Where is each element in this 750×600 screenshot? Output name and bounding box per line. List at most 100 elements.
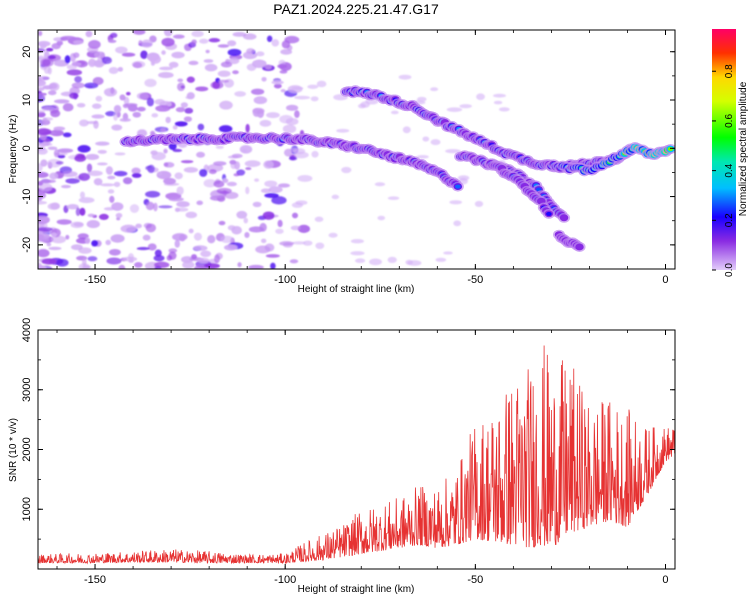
- noise-blob: [78, 197, 95, 204]
- noise-blob: [107, 39, 117, 44]
- noise-blob: [244, 160, 261, 168]
- spectrogram-x-ticks: -150 -100 -50 0: [56, 30, 669, 286]
- noise-blob: [233, 173, 240, 177]
- signal-trace: [545, 141, 675, 177]
- noise-blob: [416, 154, 429, 159]
- noise-blob: [172, 125, 178, 130]
- noise-blob: [262, 211, 275, 220]
- noise-blob: [49, 172, 59, 180]
- noise-blob: [158, 205, 173, 209]
- noise-blob: [223, 244, 238, 251]
- noise-blob: [307, 84, 319, 89]
- noise-blob: [38, 75, 50, 81]
- noise-blob: [38, 215, 50, 225]
- noise-blob: [82, 257, 87, 266]
- noise-blob: [88, 40, 101, 49]
- noise-blob: [246, 48, 255, 55]
- noise-blob: [174, 121, 188, 127]
- noise-blob: [183, 116, 192, 122]
- noise-blob: [40, 58, 54, 68]
- noise-blob: [191, 254, 197, 260]
- noise-blob: [172, 148, 183, 153]
- noise-blob: [188, 60, 199, 66]
- noise-blob: [279, 241, 295, 246]
- noise-blob: [153, 254, 165, 262]
- noise-blob: [196, 200, 204, 206]
- noise-blob: [48, 246, 62, 251]
- noise-blob: [271, 80, 284, 85]
- y-tick-label: 10: [21, 94, 33, 106]
- noise-blob: [297, 224, 311, 233]
- noise-blob: [446, 107, 463, 112]
- noise-blob: [115, 46, 128, 54]
- noise-blob: [128, 253, 134, 261]
- noise-blob: [445, 149, 461, 154]
- noise-blob: [208, 38, 221, 43]
- colorbar-tick-label: 0.0: [724, 263, 735, 277]
- noise-blob: [38, 111, 46, 118]
- noise-blob: [66, 204, 79, 210]
- noise-blob: [219, 100, 233, 110]
- noise-blob: [144, 78, 157, 88]
- noise-blob: [163, 161, 175, 168]
- noise-blob: [61, 184, 71, 189]
- noise-blob: [242, 33, 257, 40]
- colorbar-tick-label: 0.8: [724, 64, 735, 78]
- noise-blob: [176, 82, 186, 92]
- noise-blob: [86, 163, 93, 172]
- noise-blob: [76, 103, 86, 108]
- noise-blob: [244, 232, 250, 238]
- noise-blob: [125, 91, 131, 96]
- noise-blob: [181, 256, 194, 264]
- colorbar-gradient: [712, 29, 736, 270]
- noise-blob: [38, 87, 45, 91]
- noise-blob: [336, 128, 350, 133]
- noise-blob: [40, 159, 48, 167]
- noise-blob: [204, 63, 218, 72]
- trace-core: [667, 147, 674, 152]
- noise-blob: [136, 92, 149, 100]
- noise-blob: [38, 227, 53, 232]
- noise-blob: [186, 92, 195, 100]
- noise-blob: [416, 96, 427, 102]
- y-tick-label: 0: [21, 145, 33, 151]
- noise-blob: [79, 207, 86, 216]
- spectrogram-y-axis-label: Frequency (Hz): [8, 115, 19, 184]
- x-tick-label: -50: [467, 274, 483, 286]
- noise-blob: [180, 160, 194, 164]
- noise-blob: [174, 239, 181, 248]
- noise-blob: [215, 145, 224, 149]
- noise-blob: [280, 88, 286, 93]
- noise-blob: [252, 107, 265, 115]
- noise-blob: [74, 76, 83, 83]
- noise-blob: [174, 172, 183, 180]
- noise-blob: [266, 35, 273, 43]
- noise-blob: [195, 86, 209, 92]
- chart-title: PAZ1.2024.225.21.47.G17: [273, 1, 439, 17]
- noise-blob: [243, 217, 249, 224]
- noise-blob: [74, 154, 87, 162]
- noise-blob: [191, 39, 197, 45]
- noise-blob: [161, 37, 175, 47]
- noise-blob: [51, 232, 57, 238]
- noise-blob: [271, 196, 287, 205]
- noise-blob: [193, 245, 208, 251]
- noise-blob: [136, 106, 146, 112]
- noise-blob: [38, 182, 53, 192]
- noise-blob: [200, 250, 212, 258]
- noise-blob: [88, 58, 96, 68]
- noise-blob: [217, 70, 231, 77]
- noise-blob: [266, 112, 280, 119]
- noise-blob: [297, 175, 313, 182]
- noise-blob: [316, 80, 327, 88]
- noise-blob: [227, 48, 242, 57]
- noise-blob: [205, 49, 210, 54]
- noise-blob: [114, 152, 126, 156]
- noise-blob: [62, 103, 74, 112]
- noise-blob: [120, 224, 137, 233]
- noise-blob: [277, 219, 283, 228]
- noise-blob: [163, 148, 168, 154]
- noise-blob: [62, 132, 72, 138]
- noise-blob: [107, 175, 116, 180]
- noise-blob: [41, 106, 57, 112]
